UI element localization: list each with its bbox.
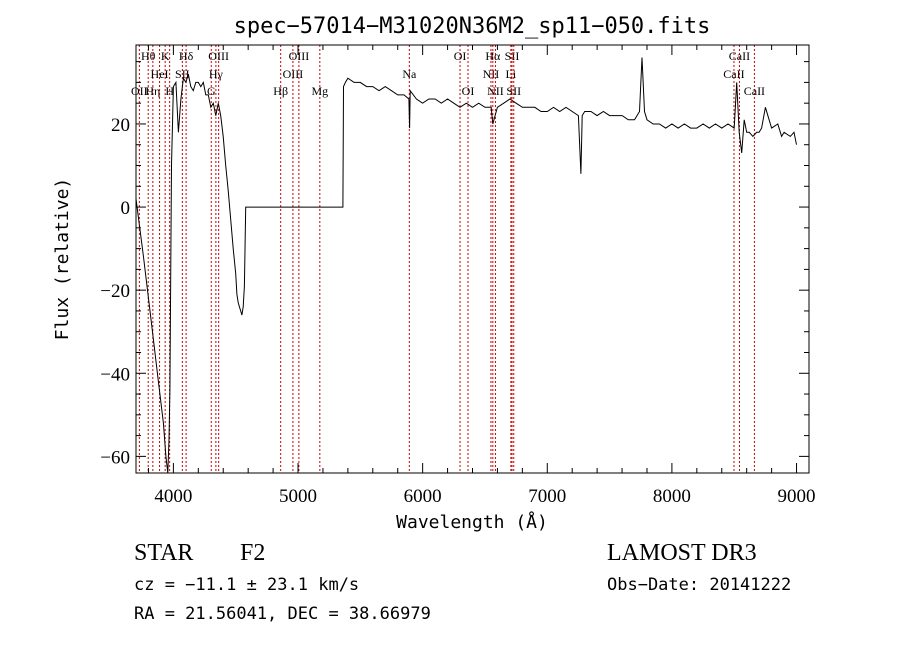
line-label: SII <box>506 84 521 98</box>
line-label: Hδ <box>179 49 194 63</box>
x-tick-label: 7000 <box>528 486 566 507</box>
y-tick-label: 20 <box>111 115 130 136</box>
line-label: OI <box>462 84 475 98</box>
chart-title: spec−57014−M31020N36M2_sp11−050.fits <box>234 14 711 39</box>
line-label: OIII <box>283 67 304 81</box>
axis-ticks: 4000 5000 6000 7000 8000 9000 20 0 −20 −40 −60 <box>100 45 816 507</box>
line-label: CaII <box>723 67 744 81</box>
line-label: Hβ <box>273 84 288 98</box>
line-label: H <box>165 84 174 98</box>
x-tick-label: 4000 <box>154 486 192 507</box>
spectral-line-markers: OIIHθHηHeIKHSIIHδGHγOIIIHβOIIIOIIIMgNaOI… <box>131 45 765 473</box>
line-label: OIII <box>289 49 310 63</box>
line-label: Li <box>506 67 517 81</box>
plot-area <box>136 57 797 473</box>
y-tick-label: −20 <box>100 281 130 302</box>
line-label: SII <box>175 67 190 81</box>
line-label: OII <box>131 84 148 98</box>
line-label: NII <box>487 84 504 98</box>
line-label: Na <box>402 67 417 81</box>
line-label: Hα <box>485 49 501 63</box>
x-tick-label: 6000 <box>404 486 442 507</box>
plot-frame <box>135 44 810 474</box>
x-tick-label: 9000 <box>778 486 816 507</box>
object-class: STAR <box>134 540 193 566</box>
y-tick-label: −40 <box>100 364 130 385</box>
line-label: CaII <box>729 49 750 63</box>
line-label: Hθ <box>141 49 156 63</box>
spectrum-line <box>136 57 797 473</box>
x-tick-label: 5000 <box>279 486 317 507</box>
line-label: HeI <box>151 67 169 81</box>
y-tick-label: −60 <box>100 447 130 468</box>
redshift-readout: cz = −11.1 ± 23.1 km/s <box>134 575 359 595</box>
y-tick-label: 0 <box>121 198 131 219</box>
x-axis-label: Wavelength (Å) <box>396 511 548 533</box>
line-label: SII <box>505 49 520 63</box>
line-label: OIII <box>208 49 229 63</box>
line-label: K <box>161 49 170 63</box>
x-tick-label: 8000 <box>653 486 691 507</box>
line-label: Mg <box>311 84 328 98</box>
line-label: OI <box>454 49 467 63</box>
line-label: NII <box>483 67 500 81</box>
object-subclass: F2 <box>240 540 265 566</box>
line-label: G <box>207 84 216 98</box>
y-axis-label: Flux (relative) <box>52 178 73 341</box>
survey-name: LAMOST DR3 <box>607 540 757 566</box>
line-label: CaII <box>744 84 765 98</box>
line-label: Hγ <box>209 67 224 81</box>
line-label: Hη <box>145 84 160 98</box>
observation-date: Obs−Date: 20141222 <box>607 575 791 595</box>
coordinates-readout: RA = 21.56041, DEC = 38.66979 <box>134 604 431 624</box>
